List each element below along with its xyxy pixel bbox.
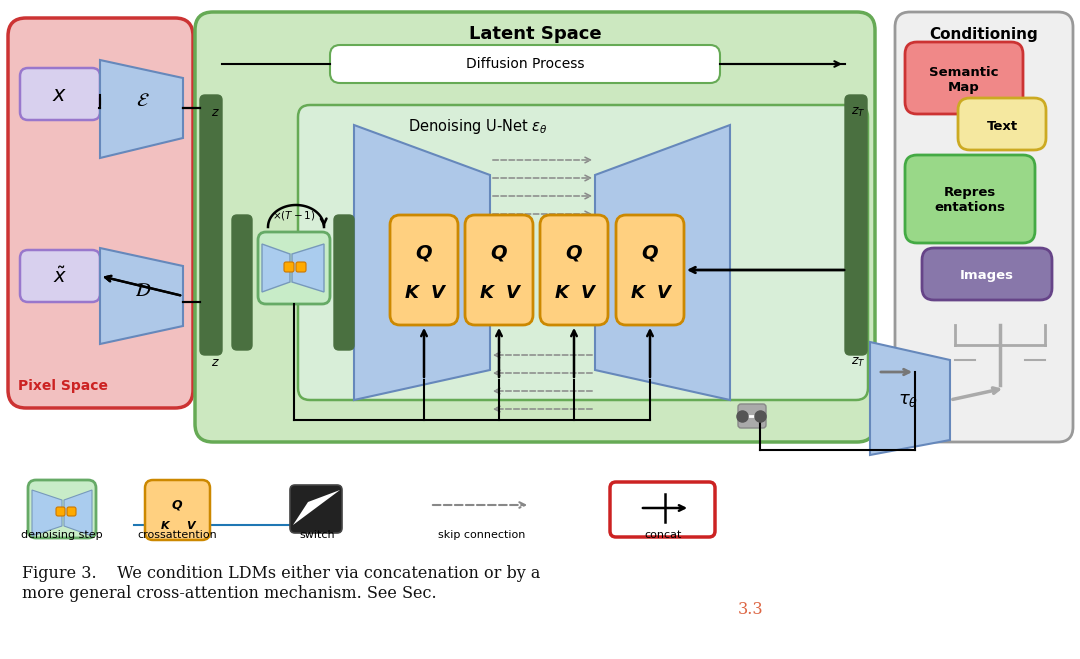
FancyBboxPatch shape bbox=[28, 480, 96, 538]
Text: denoising step: denoising step bbox=[22, 530, 103, 540]
Text: $\mathcal{D}$: $\mathcal{D}$ bbox=[134, 281, 151, 299]
FancyBboxPatch shape bbox=[232, 215, 252, 350]
Polygon shape bbox=[32, 490, 62, 536]
Text: Q: Q bbox=[490, 243, 508, 262]
FancyBboxPatch shape bbox=[21, 250, 100, 302]
Text: concat: concat bbox=[645, 530, 681, 540]
Text: V: V bbox=[657, 284, 671, 302]
Text: Q: Q bbox=[172, 498, 183, 511]
Text: Semantic
Map: Semantic Map bbox=[929, 66, 999, 94]
FancyBboxPatch shape bbox=[284, 262, 294, 272]
FancyBboxPatch shape bbox=[145, 480, 210, 540]
Text: V: V bbox=[431, 284, 445, 302]
Text: Q: Q bbox=[566, 243, 582, 262]
Polygon shape bbox=[870, 342, 950, 455]
Text: V: V bbox=[186, 521, 194, 531]
FancyBboxPatch shape bbox=[21, 68, 100, 120]
FancyBboxPatch shape bbox=[610, 482, 715, 537]
FancyBboxPatch shape bbox=[905, 42, 1023, 114]
Polygon shape bbox=[595, 125, 730, 400]
Polygon shape bbox=[354, 125, 490, 400]
FancyBboxPatch shape bbox=[958, 98, 1047, 150]
FancyBboxPatch shape bbox=[895, 12, 1074, 442]
Text: Diffusion Process: Diffusion Process bbox=[465, 57, 584, 71]
FancyBboxPatch shape bbox=[390, 215, 458, 325]
Text: K: K bbox=[631, 284, 645, 302]
FancyBboxPatch shape bbox=[296, 262, 306, 272]
Text: $z_T$: $z_T$ bbox=[851, 355, 865, 368]
FancyBboxPatch shape bbox=[298, 105, 868, 400]
FancyBboxPatch shape bbox=[291, 485, 342, 533]
Text: Q: Q bbox=[416, 243, 432, 262]
Text: K: K bbox=[405, 284, 419, 302]
Text: Conditioning: Conditioning bbox=[930, 26, 1038, 42]
Polygon shape bbox=[292, 244, 324, 292]
FancyBboxPatch shape bbox=[845, 95, 867, 355]
Text: $z$: $z$ bbox=[211, 355, 219, 368]
Polygon shape bbox=[100, 60, 183, 158]
FancyBboxPatch shape bbox=[8, 18, 193, 408]
Text: 3.3: 3.3 bbox=[738, 601, 764, 618]
FancyBboxPatch shape bbox=[330, 45, 720, 83]
Text: Images: Images bbox=[960, 270, 1014, 283]
FancyBboxPatch shape bbox=[616, 215, 684, 325]
Text: Figure 3.    We condition LDMs either via concatenation or by a
more general cro: Figure 3. We condition LDMs either via c… bbox=[22, 565, 540, 602]
FancyBboxPatch shape bbox=[195, 12, 875, 442]
Text: Q: Q bbox=[642, 243, 659, 262]
FancyBboxPatch shape bbox=[922, 248, 1052, 300]
Text: V: V bbox=[507, 284, 519, 302]
Text: K: K bbox=[555, 284, 569, 302]
Text: Repres
entations: Repres entations bbox=[934, 186, 1005, 214]
Text: $\tilde{x}$: $\tilde{x}$ bbox=[53, 267, 67, 287]
Polygon shape bbox=[262, 244, 291, 292]
Text: $\times(T-1)$: $\times(T-1)$ bbox=[272, 209, 315, 222]
Text: switch: switch bbox=[299, 530, 335, 540]
FancyBboxPatch shape bbox=[465, 215, 534, 325]
FancyBboxPatch shape bbox=[67, 507, 76, 516]
Text: $\mathcal{E}$: $\mathcal{E}$ bbox=[136, 90, 150, 109]
Text: K: K bbox=[161, 521, 170, 531]
Text: $z_T$: $z_T$ bbox=[851, 105, 865, 119]
Text: skip connection: skip connection bbox=[438, 530, 526, 540]
Polygon shape bbox=[100, 248, 183, 344]
Text: Denoising U-Net $\epsilon_\theta$: Denoising U-Net $\epsilon_\theta$ bbox=[408, 117, 548, 136]
Polygon shape bbox=[293, 490, 340, 525]
Text: $\tau_\theta$: $\tau_\theta$ bbox=[897, 391, 918, 409]
Text: K: K bbox=[480, 284, 494, 302]
FancyBboxPatch shape bbox=[334, 215, 354, 350]
Text: Text: Text bbox=[986, 119, 1017, 132]
Text: Latent Space: Latent Space bbox=[469, 25, 602, 43]
FancyBboxPatch shape bbox=[200, 95, 222, 355]
FancyBboxPatch shape bbox=[905, 155, 1035, 243]
FancyBboxPatch shape bbox=[738, 404, 766, 428]
Text: $x$: $x$ bbox=[53, 85, 68, 105]
Text: V: V bbox=[581, 284, 595, 302]
Text: $z$: $z$ bbox=[211, 105, 219, 119]
Text: Pixel Space: Pixel Space bbox=[18, 379, 108, 393]
Text: crossattention: crossattention bbox=[137, 530, 217, 540]
FancyBboxPatch shape bbox=[540, 215, 608, 325]
Polygon shape bbox=[64, 490, 92, 536]
FancyBboxPatch shape bbox=[258, 232, 330, 304]
FancyBboxPatch shape bbox=[56, 507, 65, 516]
